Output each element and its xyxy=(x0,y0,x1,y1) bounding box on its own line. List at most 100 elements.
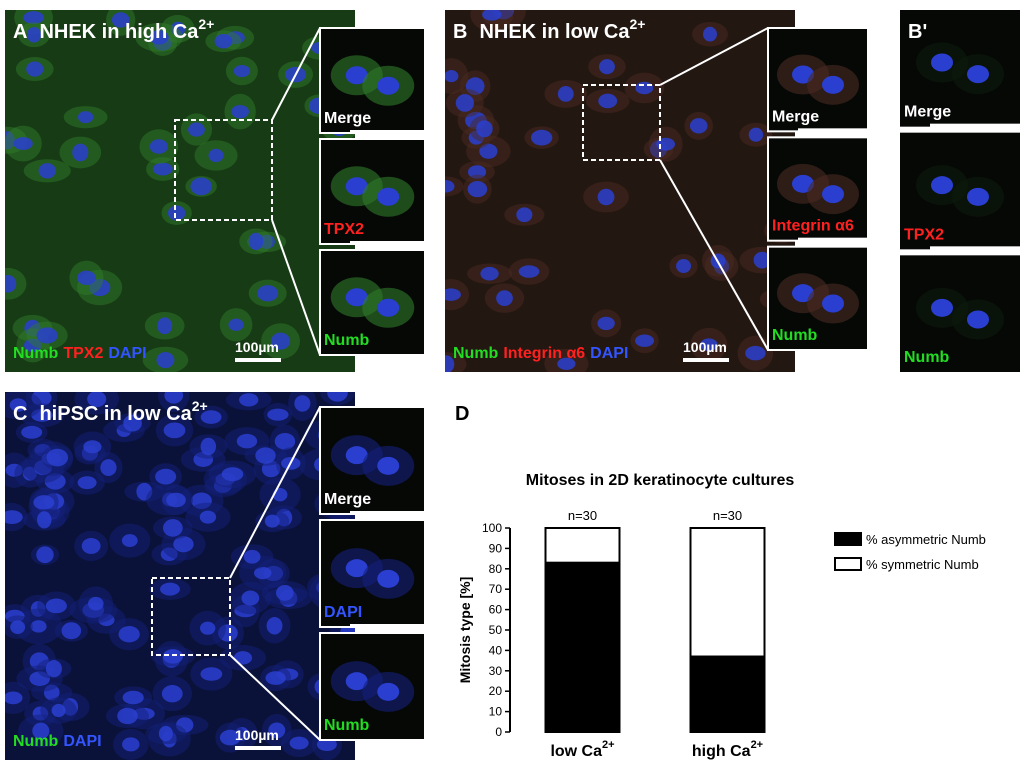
nucleus xyxy=(36,327,58,344)
inset-cells xyxy=(330,166,415,217)
separator xyxy=(798,128,868,133)
nucleus xyxy=(200,667,223,681)
separator xyxy=(930,123,1020,128)
nucleus xyxy=(598,59,615,75)
bar-annotation: n=30 xyxy=(568,508,597,523)
inset-cells xyxy=(330,277,415,328)
nucleus xyxy=(676,259,692,273)
stain-label: TPX2 xyxy=(63,345,103,362)
nucleus xyxy=(455,94,474,112)
y-tick-label: 50 xyxy=(489,623,503,637)
nucleus xyxy=(482,10,502,21)
nucleus xyxy=(219,729,241,746)
bar-segment xyxy=(544,527,621,564)
nucleus xyxy=(162,519,183,537)
scale-label: 100µm xyxy=(235,339,279,355)
bar-segment xyxy=(689,527,766,658)
nucleus xyxy=(214,34,233,49)
nucleus xyxy=(597,188,615,206)
stain-label: Numb xyxy=(13,345,59,362)
nucleus xyxy=(13,137,33,151)
nucleus xyxy=(239,393,259,407)
y-axis-label: Mitosis type [%] xyxy=(457,577,473,684)
nucleus xyxy=(496,290,513,307)
inset-nucleus xyxy=(931,298,953,317)
inset-nucleus xyxy=(345,66,368,85)
cell xyxy=(470,10,514,32)
inset-nucleus xyxy=(345,288,368,307)
inset-cells xyxy=(777,54,859,105)
nucleus xyxy=(173,536,194,553)
inset-nucleus xyxy=(377,298,400,317)
scale-label: 100µm xyxy=(235,727,279,743)
nucleus xyxy=(248,232,264,251)
panel-title-text: NHEK in high Ca xyxy=(39,21,199,43)
nucleus xyxy=(221,467,244,482)
inset-nucleus xyxy=(345,559,368,578)
x-tick-label: high Ca2+ xyxy=(692,739,763,760)
inset-label: Merge xyxy=(324,491,371,508)
nucleus xyxy=(117,707,138,725)
legend-swatch xyxy=(834,532,862,546)
nucleus xyxy=(9,398,27,412)
inset-nucleus xyxy=(377,682,400,701)
stain-label: Numb xyxy=(13,733,59,750)
scale-bar xyxy=(683,358,729,362)
nucleus xyxy=(88,596,104,611)
nucleus xyxy=(162,649,184,664)
inset-cells xyxy=(916,42,1004,95)
nucleus xyxy=(155,468,177,485)
nucleus xyxy=(689,118,708,134)
inset-label: Merge xyxy=(904,104,951,121)
scale-bar xyxy=(235,746,281,750)
nucleus xyxy=(264,514,280,528)
inset-nucleus xyxy=(967,65,989,84)
nucleus xyxy=(188,122,205,137)
zoom-line xyxy=(271,219,321,356)
nucleus xyxy=(265,671,286,685)
nucleus xyxy=(51,703,66,718)
nucleus xyxy=(294,395,311,412)
zoom-line xyxy=(271,27,321,121)
nucleus xyxy=(72,143,89,162)
nucleus xyxy=(700,338,718,351)
panel-title: B NHEK in low Ca2+ xyxy=(453,16,645,43)
nucleus xyxy=(557,86,574,102)
nucleus xyxy=(5,691,23,705)
chart: D Mitoses in 2D keratinocyte cultures Mito… xyxy=(455,403,986,760)
nucleus xyxy=(166,492,186,508)
nucleus xyxy=(33,495,55,510)
inset-label: Merge xyxy=(324,110,371,127)
inset-label: Integrin α6 xyxy=(772,218,854,235)
nucleus xyxy=(200,437,217,456)
scale-label: 100µm xyxy=(683,339,727,355)
y-tick-label: 80 xyxy=(489,562,503,576)
bar-segment xyxy=(544,561,621,733)
nucleus xyxy=(163,422,186,439)
panel-title-text: hiPSC in low Ca xyxy=(39,403,192,425)
nucleus xyxy=(87,392,107,408)
nucleus xyxy=(111,12,130,28)
stain-label: DAPI xyxy=(63,733,101,750)
inset-label: Merge xyxy=(772,108,819,125)
inset-label: TPX2 xyxy=(904,226,944,243)
inset-nucleus xyxy=(377,187,400,206)
micrograph-panel: Merge TPX2 Numb B' xyxy=(900,10,1020,372)
x-tick-label: low Ca2+ xyxy=(550,739,614,760)
nucleus xyxy=(157,317,173,335)
separator xyxy=(798,237,868,242)
nucleus xyxy=(199,510,217,524)
inset-cells xyxy=(330,435,415,486)
nucleus xyxy=(32,722,50,740)
zoom-line xyxy=(659,159,769,351)
inset-label: Numb xyxy=(324,332,370,349)
nucleus xyxy=(257,285,279,302)
y-tick-label: 30 xyxy=(489,664,503,678)
nucleus xyxy=(276,584,294,601)
nucleus xyxy=(518,265,540,278)
nucleus xyxy=(38,163,56,179)
separator xyxy=(930,246,1020,251)
